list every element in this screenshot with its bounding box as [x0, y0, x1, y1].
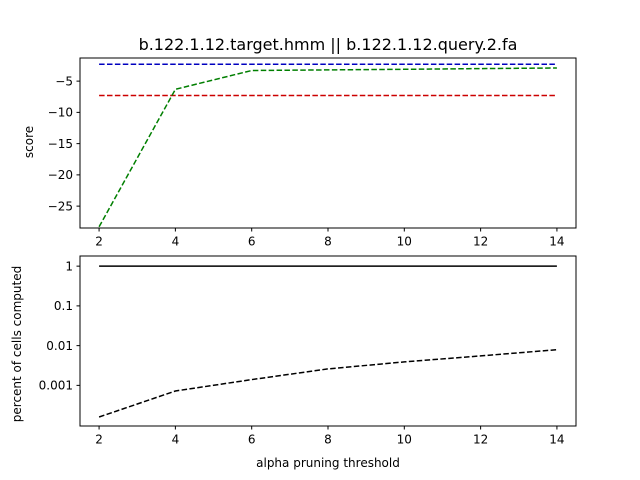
score-x-tick-label: 6: [248, 235, 256, 249]
cells-x-tick-label: 8: [324, 433, 332, 447]
score-y-tick-label: −20: [48, 168, 73, 182]
x-axis-label: alpha pruning threshold: [256, 456, 400, 470]
score-series-2-line: [98, 67, 557, 228]
cells-x-tick-label: 2: [95, 433, 103, 447]
cells-y-tick-label: 0.01: [46, 339, 73, 353]
cells-subplot: percent of cells computed alpha pruning …: [10, 255, 577, 470]
cells-axis-label: percent of cells computed: [10, 266, 24, 422]
score-axis-label: score: [22, 126, 36, 158]
cells-x-tick-label: 4: [172, 433, 180, 447]
score-plot-frame: [79, 57, 577, 229]
score-x-tick-label: 10: [397, 235, 412, 249]
cells-y-tick-label: 0.001: [39, 379, 73, 393]
cells-x-tick-label: 14: [549, 433, 564, 447]
score-x-tick-label: 12: [473, 235, 488, 249]
cells-series-group: [98, 265, 557, 418]
score-y-tick-label: −10: [48, 106, 73, 120]
score-y-tick-label: −15: [48, 137, 73, 151]
cells-y-tick-label: 1: [65, 259, 73, 273]
cells-series-1-line: [98, 348, 557, 418]
score-x-tick-label: 4: [172, 235, 180, 249]
cells-axis-ticks: 2 4 6 8 10 12 14 0.001 0.01 0.1 1: [39, 259, 565, 446]
score-x-tick-label: 14: [549, 235, 564, 249]
score-subplot: b.122.1.12.target.hmm || b.122.1.12.quer…: [22, 35, 577, 249]
cells-x-tick-label: 6: [248, 433, 256, 447]
cells-plot-frame: [79, 255, 577, 427]
score-x-tick-label: 2: [95, 235, 103, 249]
chart-title: b.122.1.12.target.hmm || b.122.1.12.quer…: [139, 35, 518, 54]
score-y-tick-label: −25: [48, 199, 73, 213]
score-axis-ticks: 2 4 6 8 10 12 14 −25 −20 −15 −10 −5: [48, 74, 565, 248]
cells-y-tick-label: 0.1: [54, 299, 73, 313]
score-series-group: [98, 63, 557, 228]
score-y-tick-label: −5: [55, 74, 73, 88]
score-x-tick-label: 8: [324, 235, 332, 249]
cells-x-tick-label: 12: [473, 433, 488, 447]
cells-x-tick-label: 10: [397, 433, 412, 447]
